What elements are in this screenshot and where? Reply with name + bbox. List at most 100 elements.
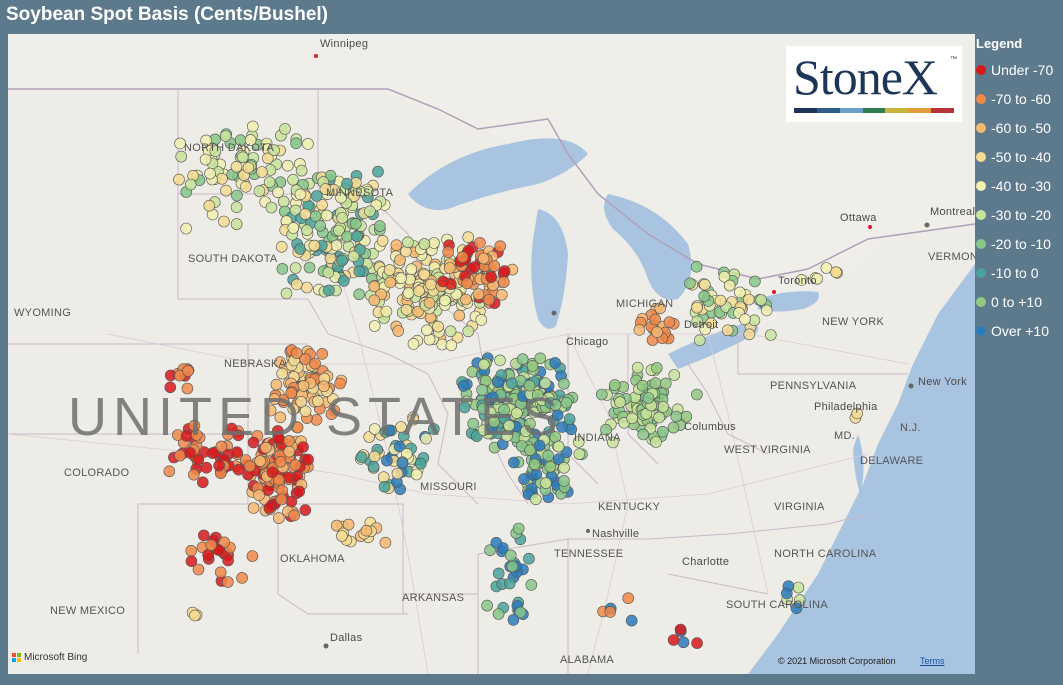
basis-point[interactable] (259, 441, 272, 454)
basis-point[interactable] (272, 473, 285, 486)
basis-point[interactable] (503, 577, 516, 590)
basis-point[interactable] (494, 354, 506, 367)
basis-point[interactable] (342, 518, 355, 531)
legend-item[interactable]: -30 to -20 (976, 200, 1063, 229)
basis-point[interactable] (327, 393, 339, 405)
basis-point[interactable] (287, 403, 300, 416)
basis-point[interactable] (820, 262, 833, 274)
basis-point[interactable] (424, 278, 437, 291)
basis-point[interactable] (181, 382, 194, 395)
basis-point[interactable] (445, 339, 458, 352)
basis-point[interactable] (604, 606, 617, 618)
basis-point[interactable] (347, 250, 360, 263)
basis-point[interactable] (174, 137, 186, 150)
basis-point[interactable] (528, 458, 541, 471)
basis-point[interactable] (216, 173, 228, 185)
basis-point[interactable] (533, 439, 546, 452)
basis-point[interactable] (204, 167, 216, 180)
basis-point[interactable] (523, 379, 536, 392)
basis-point[interactable] (314, 220, 327, 232)
basis-point[interactable] (316, 199, 328, 211)
basis-point[interactable] (175, 150, 187, 163)
basis-point[interactable] (254, 455, 266, 467)
basis-point[interactable] (642, 392, 655, 404)
basis-point[interactable] (275, 241, 288, 253)
basis-point[interactable] (263, 502, 276, 514)
basis-point[interactable] (295, 395, 308, 408)
basis-point[interactable] (215, 440, 228, 453)
basis-point[interactable] (261, 152, 274, 165)
basis-point[interactable] (310, 190, 323, 202)
basis-point[interactable] (667, 634, 680, 646)
basis-point[interactable] (458, 401, 471, 414)
basis-point[interactable] (184, 178, 197, 191)
basis-point[interactable] (287, 174, 299, 186)
basis-point[interactable] (209, 145, 222, 157)
basis-point[interactable] (531, 389, 544, 401)
basis-point[interactable] (475, 314, 488, 326)
basis-point[interactable] (743, 293, 755, 306)
basis-point[interactable] (501, 430, 513, 442)
basis-point[interactable] (322, 266, 335, 279)
basis-point[interactable] (198, 529, 210, 542)
basis-point[interactable] (693, 334, 706, 347)
basis-point[interactable] (231, 189, 243, 202)
legend-item[interactable]: -70 to -60 (976, 84, 1063, 113)
basis-point[interactable] (163, 465, 176, 478)
basis-point[interactable] (490, 536, 503, 549)
basis-point[interactable] (723, 279, 736, 292)
basis-point[interactable] (367, 460, 380, 473)
basis-point[interactable] (520, 425, 532, 437)
basis-point[interactable] (498, 403, 510, 416)
basis-point[interactable] (309, 357, 321, 370)
basis-point[interactable] (287, 222, 300, 234)
basis-point[interactable] (372, 165, 384, 178)
basis-point[interactable] (247, 502, 260, 514)
basis-point[interactable] (421, 324, 433, 337)
basis-point[interactable] (457, 380, 470, 392)
basis-point[interactable] (289, 459, 302, 471)
basis-point[interactable] (285, 387, 298, 399)
basis-point[interactable] (289, 262, 302, 274)
basis-point[interactable] (281, 159, 294, 172)
basis-point[interactable] (402, 236, 414, 249)
basis-point[interactable] (383, 424, 396, 437)
basis-point[interactable] (476, 384, 488, 396)
basis-point[interactable] (283, 435, 295, 447)
basis-point[interactable] (242, 161, 255, 174)
basis-point[interactable] (657, 401, 669, 413)
basis-point[interactable] (563, 413, 576, 426)
basis-point[interactable] (410, 468, 423, 481)
basis-point[interactable] (244, 134, 257, 146)
basis-point[interactable] (265, 201, 278, 214)
basis-point[interactable] (299, 504, 312, 516)
legend-item[interactable]: -10 to 0 (976, 258, 1063, 287)
basis-point[interactable] (637, 428, 650, 441)
basis-point[interactable] (274, 411, 287, 424)
basis-point[interactable] (293, 485, 306, 498)
basis-point[interactable] (283, 471, 295, 484)
basis-point[interactable] (237, 151, 249, 164)
basis-point[interactable] (295, 164, 308, 177)
basis-point[interactable] (413, 285, 425, 297)
basis-point[interactable] (443, 262, 456, 274)
basis-point[interactable] (380, 305, 393, 318)
basis-point[interactable] (205, 539, 217, 551)
basis-point[interactable] (474, 237, 486, 249)
basis-point[interactable] (319, 183, 332, 195)
basis-point[interactable] (341, 177, 353, 190)
basis-point[interactable] (402, 287, 415, 299)
basis-point[interactable] (418, 238, 431, 250)
basis-point[interactable] (691, 301, 703, 314)
basis-point[interactable] (297, 380, 310, 392)
basis-point[interactable] (497, 276, 510, 288)
basis-point[interactable] (270, 378, 283, 391)
basis-point[interactable] (230, 201, 243, 213)
basis-point[interactable] (491, 376, 504, 389)
basis-point[interactable] (368, 294, 381, 307)
basis-point[interactable] (290, 137, 302, 150)
basis-point[interactable] (381, 454, 393, 467)
basis-point[interactable] (400, 303, 413, 316)
basis-point[interactable] (246, 550, 259, 562)
basis-point[interactable] (512, 522, 525, 535)
